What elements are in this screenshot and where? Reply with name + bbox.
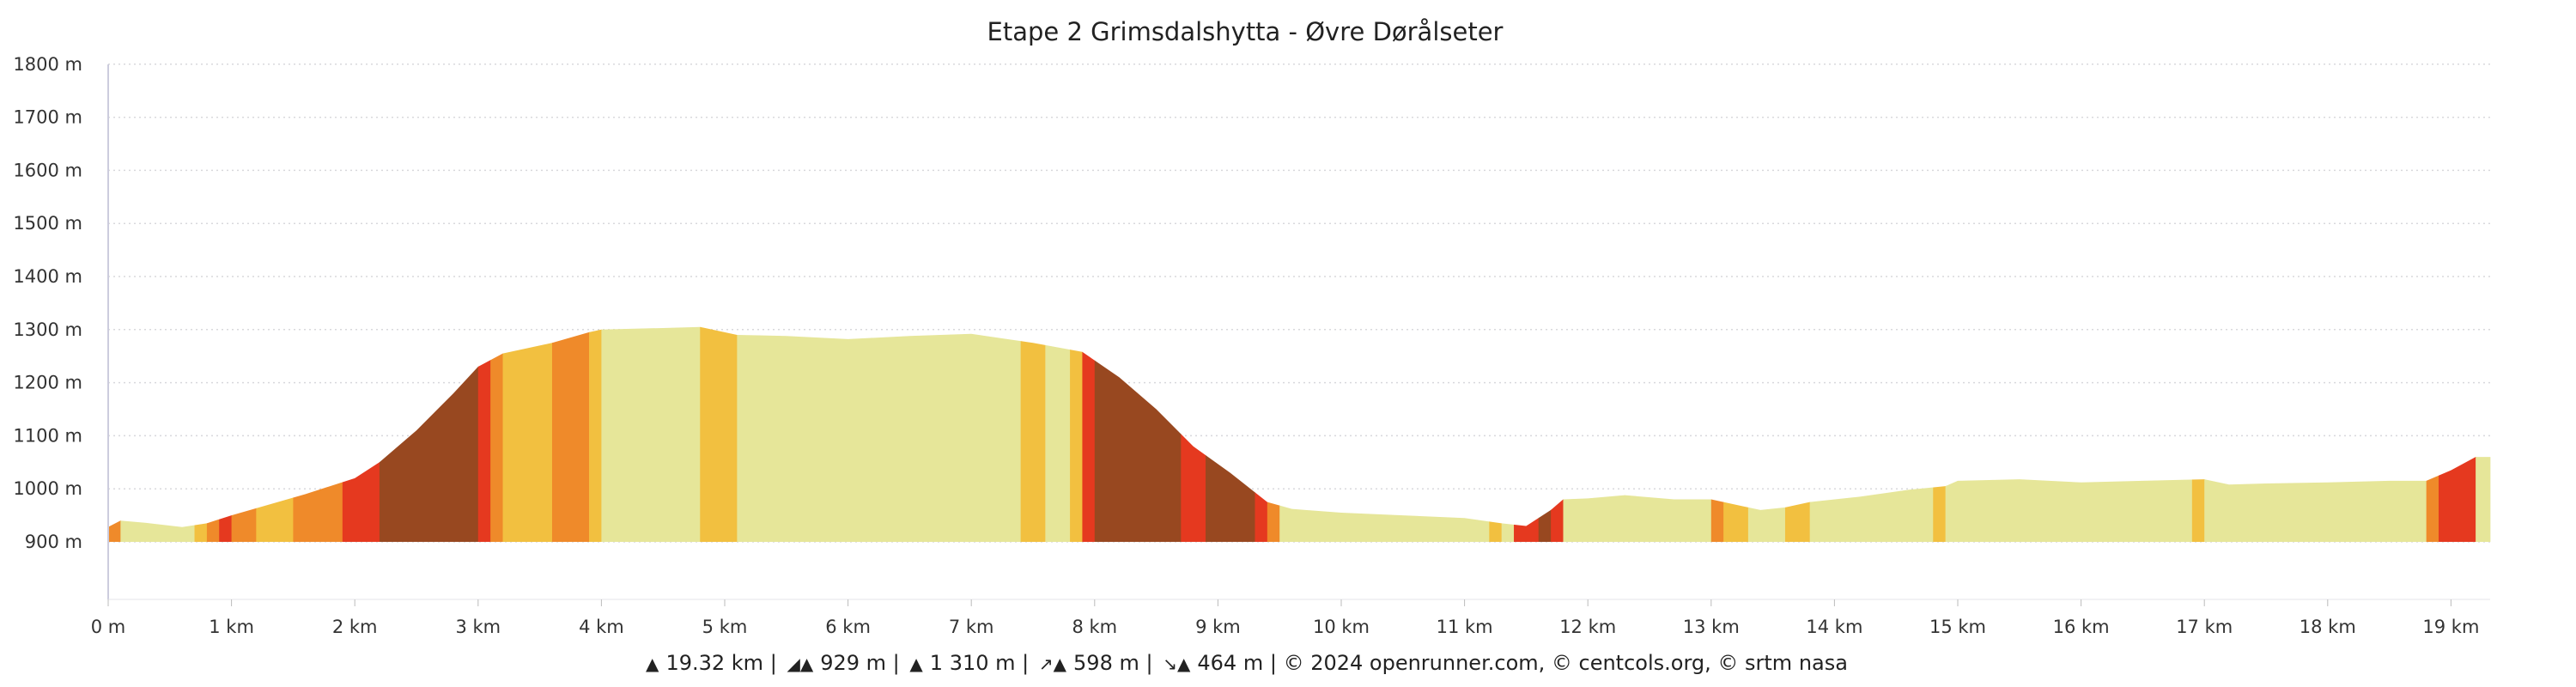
slope-segment-very-steep bbox=[1255, 326, 1268, 542]
min-altitude-value: 929 m bbox=[820, 651, 887, 675]
x-tick-label: 3 km bbox=[455, 617, 501, 637]
ascent-value: 598 m bbox=[1073, 651, 1139, 675]
distance-value: 19.32 km bbox=[665, 651, 764, 675]
x-tick-label: 4 km bbox=[579, 617, 624, 637]
x-tick-label: 18 km bbox=[2300, 617, 2356, 637]
separator: | bbox=[1145, 651, 1153, 675]
slope-segment-steep bbox=[2426, 326, 2439, 542]
slope-segment-moderate bbox=[1489, 326, 1503, 542]
x-tick-label: 15 km bbox=[1929, 617, 1986, 637]
distance-icon: ▲ bbox=[646, 654, 659, 674]
x-tick-label: 11 km bbox=[1437, 617, 1493, 637]
slope-segment-flat bbox=[1747, 326, 1786, 542]
x-tick-label: 13 km bbox=[1683, 617, 1740, 637]
ascent-icon: ↗▲ bbox=[1038, 654, 1067, 674]
x-tick-label: 1 km bbox=[209, 617, 254, 637]
y-tick-label: 1800 m bbox=[13, 54, 82, 75]
y-tick-label: 1300 m bbox=[13, 319, 82, 340]
slope-segment-very-steep bbox=[2439, 326, 2476, 542]
x-tick-label: 7 km bbox=[949, 617, 994, 637]
slope-segment-very-steep bbox=[1181, 326, 1206, 542]
x-tick-label: 16 km bbox=[2053, 617, 2110, 637]
slope-segment-steep bbox=[1710, 326, 1724, 542]
chart-title: Etape 2 Grimsdalshytta - Øvre Dørålseter bbox=[987, 17, 1504, 46]
y-tick-label: 1400 m bbox=[13, 266, 82, 287]
slope-segment-moderate bbox=[194, 326, 208, 542]
x-tick-label: 5 km bbox=[702, 617, 748, 637]
x-tick-label: 6 km bbox=[825, 617, 871, 637]
y-tick-label: 1700 m bbox=[13, 107, 82, 128]
slope-segment-steep bbox=[206, 326, 220, 542]
slope-segment-flat bbox=[1279, 326, 1490, 542]
slope-segment-moderate bbox=[1020, 326, 1046, 542]
slope-segment-moderate bbox=[502, 326, 553, 542]
slope-segment-steep bbox=[108, 326, 121, 542]
x-tick-label: 17 km bbox=[2176, 617, 2233, 637]
slope-segment-moderate bbox=[1933, 326, 1947, 542]
slope-segment-extreme bbox=[1094, 326, 1182, 542]
slope-segment-very-steep bbox=[477, 326, 491, 542]
slope-segments bbox=[108, 326, 2491, 542]
slope-segment-very-steep bbox=[1514, 326, 1540, 542]
y-tick-label: 1600 m bbox=[13, 160, 82, 180]
y-tick-label: 1100 m bbox=[13, 425, 82, 446]
x-tick-label: 0 m bbox=[91, 617, 126, 637]
credits: © 2024 openrunner.com, © centcols.org, ©… bbox=[1283, 651, 1848, 675]
x-tick-label: 2 km bbox=[332, 617, 378, 637]
slope-segment-moderate bbox=[589, 326, 602, 542]
slope-segment-very-steep bbox=[219, 326, 233, 542]
x-tick-label: 8 km bbox=[1072, 617, 1117, 637]
slope-segment-flat bbox=[1045, 326, 1071, 542]
min-altitude-icon: ◢▲ bbox=[787, 654, 814, 674]
slope-segment-moderate bbox=[700, 326, 738, 542]
slope-segment-flat bbox=[2476, 326, 2491, 542]
descent-value: 464 m bbox=[1197, 651, 1264, 675]
slope-segment-steep bbox=[293, 326, 343, 542]
slope-segment-very-steep bbox=[1082, 326, 1096, 542]
x-tick-label: 12 km bbox=[1559, 617, 1616, 637]
slope-segment-moderate bbox=[1723, 326, 1749, 542]
slope-segment-flat bbox=[2204, 326, 2427, 542]
slope-segment-flat bbox=[120, 326, 196, 542]
max-altitude-icon: ▲ bbox=[909, 654, 923, 674]
descent-icon: ↘▲ bbox=[1163, 654, 1191, 674]
x-tick-label: 19 km bbox=[2422, 617, 2479, 637]
slope-segment-moderate bbox=[1784, 326, 1811, 542]
slope-segment-flat bbox=[1945, 326, 2193, 542]
elevation-chart: 900 m 1000 m 1100 m 1200 m 1300 m 1400 m 1500 … bbox=[13, 54, 2491, 637]
separator: | bbox=[769, 651, 777, 675]
route-summary: ▲ 19.32 km | ◢▲ 929 m | ▲ 1 310 m | ↗▲ 598 m… bbox=[0, 651, 2490, 675]
separator: | bbox=[1022, 651, 1030, 675]
slope-segment-flat bbox=[1563, 326, 1712, 542]
y-axis-ticks: 900 m 1000 m 1100 m 1200 m 1300 m 1400 m 1500 … bbox=[13, 54, 82, 552]
separator: | bbox=[1269, 651, 1277, 675]
y-tick-label: 1000 m bbox=[13, 478, 82, 499]
slope-segment-steep bbox=[1267, 326, 1280, 542]
slope-segment-extreme bbox=[379, 326, 479, 542]
slope-segment-flat bbox=[737, 326, 1022, 542]
slope-segment-flat bbox=[601, 326, 701, 542]
slope-segment-steep bbox=[551, 326, 590, 542]
x-tick-label: 10 km bbox=[1313, 617, 1370, 637]
x-tick-label: 14 km bbox=[1806, 617, 1862, 637]
slope-segment-moderate bbox=[256, 326, 294, 542]
slope-segment-very-steep bbox=[342, 326, 380, 542]
slope-segment-flat bbox=[1809, 326, 1934, 542]
slope-segment-flat bbox=[1501, 326, 1515, 542]
slope-segment-moderate bbox=[1070, 326, 1084, 542]
max-altitude-value: 1 310 m bbox=[929, 651, 1016, 675]
y-tick-label: 900 m bbox=[25, 532, 82, 552]
y-tick-label: 1500 m bbox=[13, 213, 82, 234]
slope-segment-moderate bbox=[2191, 326, 2205, 542]
slope-segment-very-steep bbox=[1551, 326, 1564, 542]
slope-segment-steep bbox=[490, 326, 504, 542]
slope-segment-steep bbox=[231, 326, 257, 542]
separator: | bbox=[892, 651, 900, 675]
slope-segment-extreme bbox=[1538, 326, 1552, 542]
x-axis-ticks: 0 m 1 km 2 km 3 km 4 km 5 km 6 km 7 km 8 km 9 km 1… bbox=[91, 599, 2479, 637]
y-tick-label: 1200 m bbox=[13, 373, 82, 393]
x-tick-label: 9 km bbox=[1195, 617, 1241, 637]
slope-segment-extreme bbox=[1206, 326, 1256, 542]
